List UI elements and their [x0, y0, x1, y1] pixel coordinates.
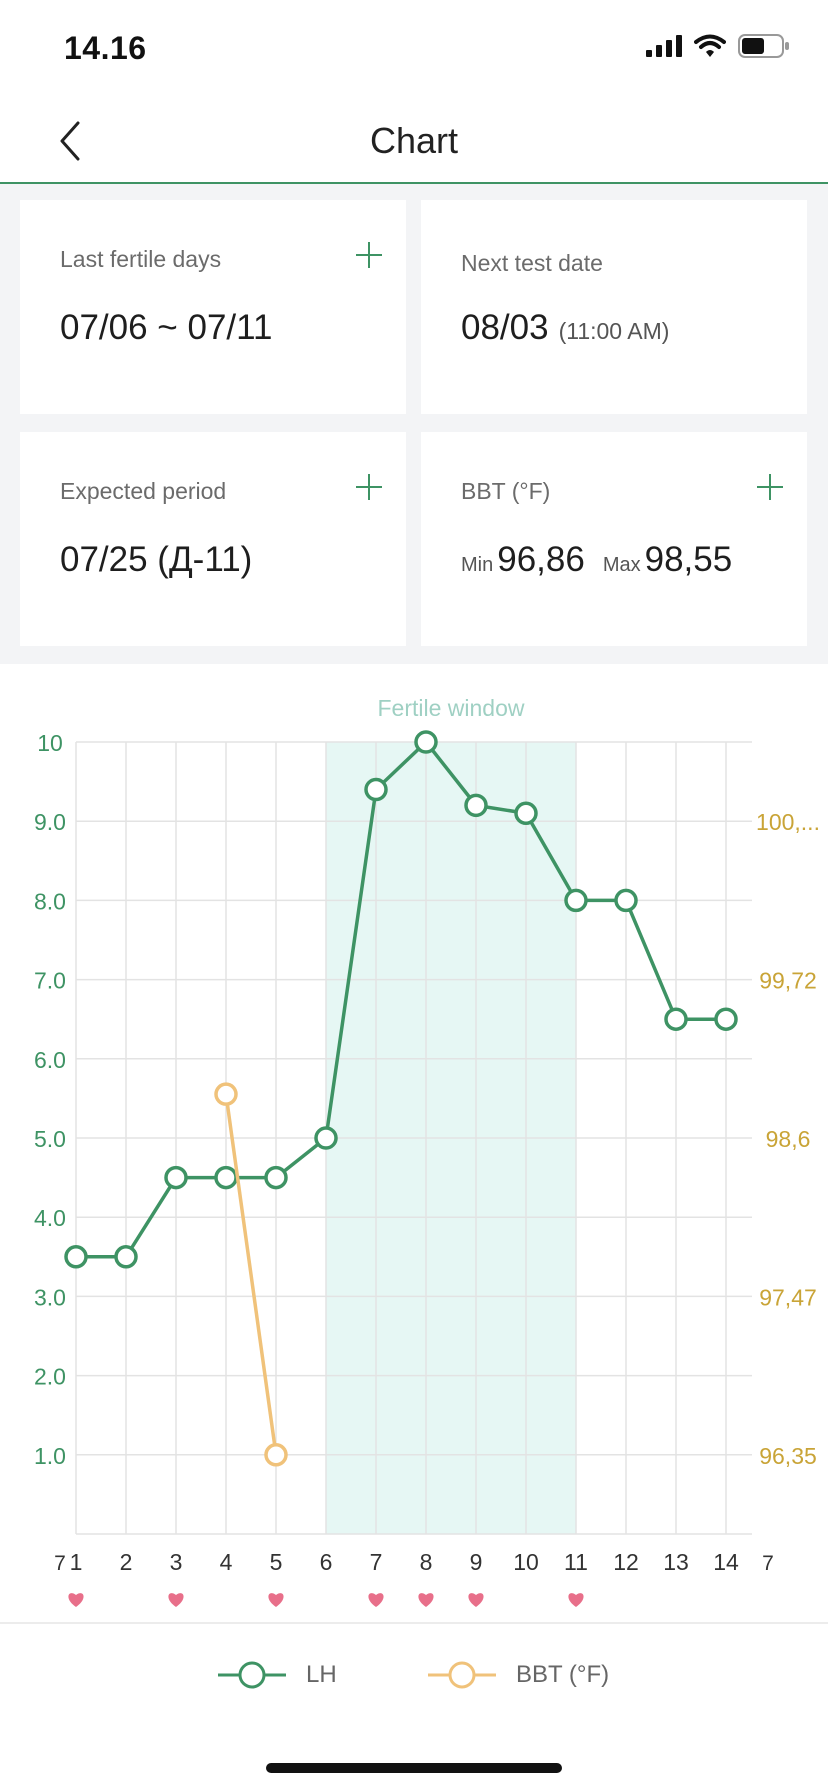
- last-fertile-days-card: Last fertile days 07/06 ~ 07/11: [20, 200, 406, 414]
- x-tick-label: 4: [220, 1549, 233, 1575]
- bbt-min-max: Min 96,86 Max 98,55: [461, 540, 750, 580]
- next-test-date: 08/03: [461, 308, 549, 347]
- add-bbt-button[interactable]: [755, 472, 785, 502]
- bbt-card: BBT (°F) Min 96,86 Max 98,55: [421, 432, 807, 646]
- heart-icon: [418, 1593, 434, 1607]
- y-left-tick-label: 5.0: [34, 1126, 66, 1152]
- bbt-max-value: 98,55: [644, 540, 733, 579]
- lh-data-point: [614, 888, 638, 913]
- lh-data-point: [364, 777, 388, 802]
- fertile-window-label: Fertile window: [378, 695, 525, 721]
- x-tick-label: 1: [70, 1549, 83, 1575]
- lh-data-point: [164, 1165, 188, 1190]
- expected-period-label: Expected period: [60, 478, 227, 504]
- bbt-data-point: [214, 1082, 238, 1106]
- lh-data-point: [264, 1165, 288, 1190]
- heart-icon: [568, 1593, 584, 1607]
- x-tick-label: 14: [713, 1549, 739, 1575]
- expected-period-card: Expected period 07/25 (Д-11): [20, 432, 406, 646]
- x-tick-label: 3: [170, 1549, 183, 1575]
- lh-data-point: [114, 1245, 138, 1269]
- legend-bbt-marker-icon: [428, 1661, 496, 1689]
- x-month-label-right: 7: [762, 1552, 774, 1575]
- heart-icon: [468, 1593, 484, 1607]
- next-test-date-label: Next test date: [461, 250, 603, 276]
- y-left-tick-label: 3.0: [34, 1284, 66, 1310]
- lh-data-point: [214, 1165, 238, 1190]
- heart-icon: [368, 1593, 384, 1607]
- legend-item-lh[interactable]: LH: [218, 1640, 337, 1710]
- bbt-max-label: Max: [602, 554, 641, 576]
- summary-cards: Last fertile days 07/06 ~ 07/11 Next tes…: [0, 184, 828, 664]
- lh-data-point: [414, 730, 438, 754]
- y-left-tick-label: 6.0: [34, 1047, 66, 1073]
- x-tick-label: 12: [613, 1549, 639, 1575]
- y-left-tick-label: 9.0: [34, 809, 66, 835]
- y-right-tick-label: 96,35: [759, 1443, 817, 1469]
- chart-area: Fertile window 1.0 2.0 3.0 4.0 5.0 6.0 7.0 8.0 9.…: [0, 664, 828, 1624]
- next-test-date-card: Next test date 08/03 (11:00 AM): [421, 200, 807, 414]
- x-tick-label: 10: [513, 1549, 539, 1575]
- add-fertile-days-button[interactable]: [354, 240, 384, 270]
- y-right-tick-label: 99,72: [759, 968, 817, 994]
- chart-legend: LH BBT (°F): [0, 1640, 828, 1710]
- x-tick-label: 13: [663, 1549, 689, 1575]
- legend-lh-marker-icon: [218, 1661, 286, 1689]
- heart-icon: [268, 1593, 284, 1607]
- expected-period-value: 07/25 (Д-11): [60, 540, 253, 579]
- bbt-min-value: 96,86: [497, 540, 585, 579]
- next-test-date-value: 08/03 (11:00 AM): [461, 308, 669, 348]
- lh-data-point: [464, 793, 488, 818]
- legend-bbt-label: BBT (°F): [516, 1661, 610, 1688]
- wifi-icon: [694, 34, 726, 57]
- next-test-time: (11:00 AM): [558, 318, 670, 344]
- lh-data-point: [514, 801, 538, 826]
- x-tick-label: 2: [120, 1549, 133, 1575]
- y-left-tick-label: 10: [37, 730, 63, 756]
- lh-data-point: [714, 1007, 738, 1031]
- y-left-tick-label: 1.0: [34, 1443, 66, 1469]
- lh-bbt-chart: Fertile window 1.0 2.0 3.0 4.0 5.0 6.0 7.0 8.0 9.…: [34, 695, 820, 1607]
- y-left-tick-label: 2.0: [34, 1364, 66, 1390]
- y-left-tick-label: 4.0: [34, 1205, 66, 1231]
- status-time: 14.16: [64, 30, 147, 66]
- x-tick-label: 9: [470, 1549, 483, 1575]
- y-right-tick-label: 97,47: [759, 1284, 817, 1310]
- x-tick-label: 8: [420, 1549, 433, 1575]
- y-right-tick-label: 100,...: [756, 809, 820, 835]
- lh-data-point: [664, 1007, 688, 1031]
- bbt-min-label: Min: [461, 554, 494, 576]
- nav-bar: Chart: [0, 100, 828, 184]
- x-tick-label: 5: [270, 1549, 283, 1575]
- legend-divider: [0, 1622, 828, 1624]
- legend-item-bbt[interactable]: BBT (°F): [428, 1640, 609, 1710]
- x-month-label-left: 7: [54, 1552, 66, 1575]
- last-fertile-days-value: 07/06 ~ 07/11: [60, 308, 273, 347]
- x-tick-label: 11: [564, 1549, 588, 1575]
- lh-data-point: [64, 1245, 88, 1269]
- bbt-label: BBT (°F): [461, 478, 551, 504]
- legend-lh-label: LH: [306, 1661, 337, 1688]
- lh-data-point: [564, 888, 588, 913]
- page-title: Chart: [369, 120, 459, 161]
- y-right-tick-label: 98,6: [766, 1126, 811, 1152]
- x-tick-label: 7: [370, 1549, 383, 1575]
- back-button[interactable]: [48, 116, 92, 166]
- add-period-button[interactable]: [354, 472, 384, 502]
- lh-data-point: [314, 1126, 338, 1150]
- heart-icon: [68, 1593, 84, 1607]
- last-fertile-days-label: Last fertile days: [60, 246, 222, 272]
- y-left-tick-label: 8.0: [34, 888, 66, 914]
- bbt-series-line: [224, 1093, 278, 1456]
- status-icons: [646, 34, 790, 58]
- heart-icon: [168, 1593, 184, 1607]
- status-bar: 14.16: [0, 0, 828, 100]
- x-tick-label: 6: [320, 1549, 333, 1575]
- home-indicator: [266, 1763, 562, 1773]
- chevron-left-icon: [60, 121, 80, 161]
- cellular-signal-icon: [646, 35, 682, 57]
- battery-icon: [738, 34, 789, 58]
- y-left-tick-label: 7.0: [34, 968, 66, 994]
- bbt-data-point: [264, 1443, 288, 1467]
